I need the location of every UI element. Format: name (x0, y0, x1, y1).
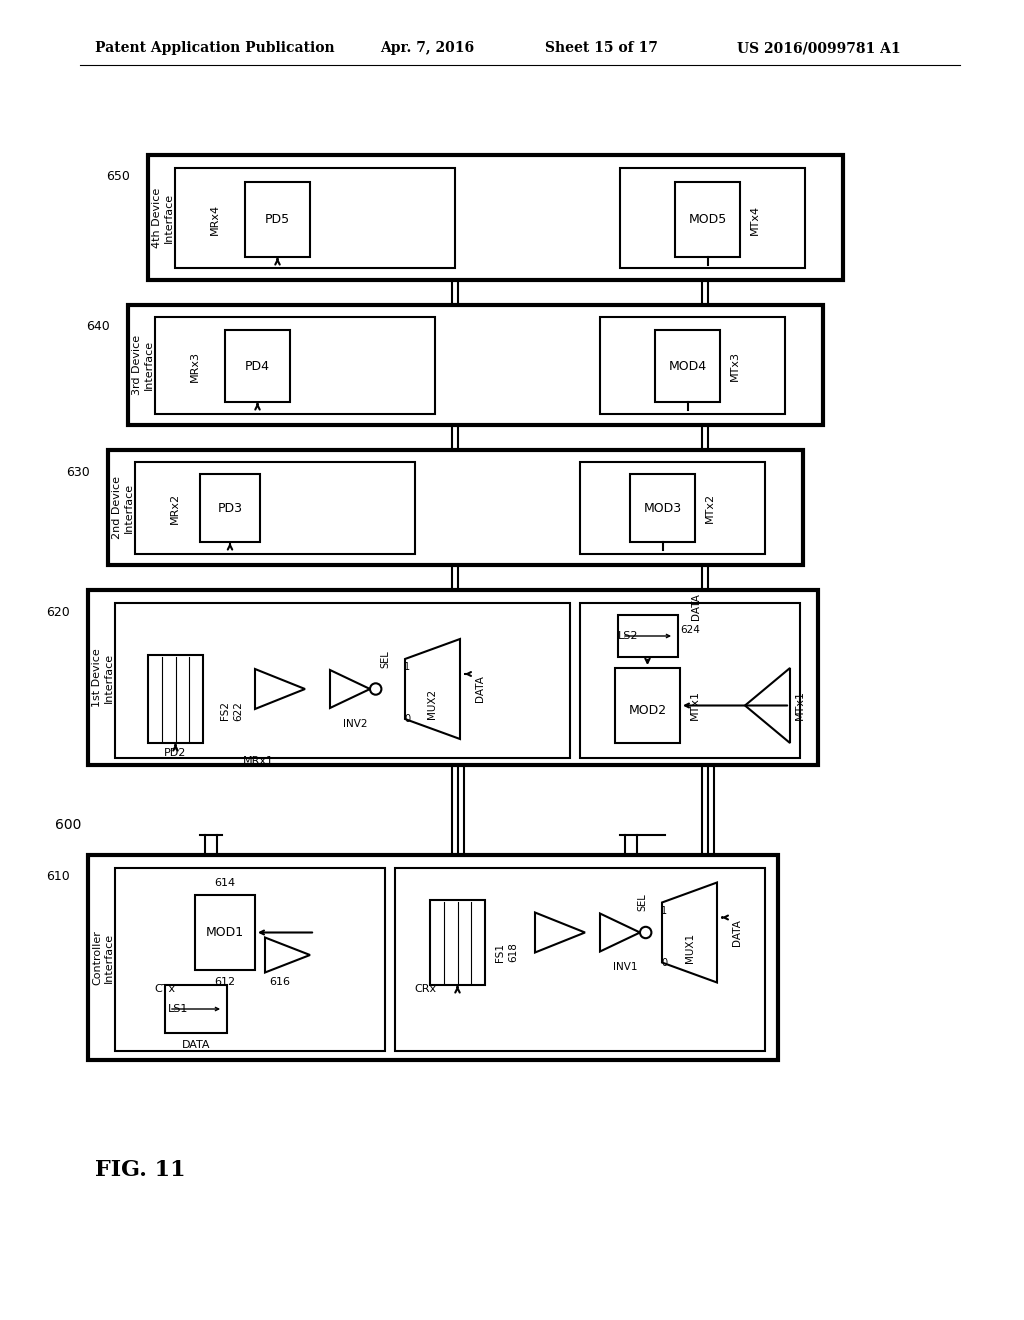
Text: FS2: FS2 (220, 701, 230, 721)
Text: DATA: DATA (181, 1040, 210, 1049)
Polygon shape (255, 669, 305, 709)
Bar (630, 474, 695, 543)
Bar (128, 305, 823, 425)
Bar (225, 330, 290, 403)
Text: Sheet 15 of 17: Sheet 15 of 17 (545, 41, 657, 55)
Circle shape (640, 927, 651, 939)
Text: MUX1: MUX1 (684, 932, 694, 962)
Text: INV1: INV1 (612, 962, 637, 973)
Text: MOD4: MOD4 (669, 359, 707, 372)
Text: 600: 600 (55, 818, 81, 832)
Text: LS1: LS1 (168, 1005, 188, 1014)
Text: PD5: PD5 (265, 213, 290, 226)
Text: PD3: PD3 (217, 502, 243, 515)
Bar (88, 590, 818, 766)
Text: 624: 624 (680, 624, 700, 635)
Text: CRx: CRx (414, 985, 436, 994)
Text: 2nd Device
Interface: 2nd Device Interface (113, 477, 134, 539)
Bar (430, 900, 485, 985)
Polygon shape (600, 913, 640, 952)
Text: 616: 616 (269, 977, 291, 987)
Polygon shape (406, 639, 460, 739)
Bar (165, 985, 227, 1034)
Bar (108, 450, 803, 565)
Polygon shape (745, 668, 790, 743)
Text: MRx3: MRx3 (190, 351, 200, 381)
Text: 614: 614 (214, 878, 236, 888)
Text: US 2016/0099781 A1: US 2016/0099781 A1 (737, 41, 901, 55)
Text: MTx3: MTx3 (730, 351, 740, 381)
Bar (200, 474, 260, 543)
Bar (148, 655, 203, 743)
Text: 0: 0 (403, 714, 410, 723)
Text: MRx2: MRx2 (170, 492, 180, 524)
Circle shape (370, 684, 381, 694)
Text: FIG. 11: FIG. 11 (95, 1159, 185, 1181)
Bar (88, 855, 778, 1060)
Bar (195, 895, 255, 970)
Bar (600, 317, 785, 414)
Text: 620: 620 (46, 606, 70, 619)
Bar (675, 182, 740, 257)
Polygon shape (535, 912, 585, 953)
Text: 622: 622 (233, 701, 243, 721)
Bar (175, 168, 455, 268)
Bar (620, 168, 805, 268)
Text: MTx1: MTx1 (690, 690, 700, 721)
Text: MOD5: MOD5 (688, 213, 727, 226)
Text: 630: 630 (67, 466, 90, 479)
Text: MTx1: MTx1 (795, 690, 805, 721)
Text: 612: 612 (214, 977, 236, 987)
Bar (148, 154, 843, 280)
Text: MUX2: MUX2 (427, 689, 437, 719)
Text: DATA: DATA (732, 919, 742, 946)
Bar (580, 603, 800, 758)
Bar (580, 462, 765, 554)
Text: SEL: SEL (380, 651, 390, 668)
Text: Controller
Interface: Controller Interface (92, 931, 114, 985)
Text: MOD1: MOD1 (206, 927, 244, 939)
Bar (115, 869, 385, 1051)
Text: 650: 650 (106, 170, 130, 183)
Text: 610: 610 (46, 870, 70, 883)
Text: DATA: DATA (691, 594, 701, 620)
Bar (155, 317, 435, 414)
Text: 0: 0 (660, 957, 667, 968)
Text: 1: 1 (660, 906, 667, 916)
Text: SEL: SEL (637, 894, 647, 911)
Text: 640: 640 (86, 321, 110, 334)
Text: MTx4: MTx4 (750, 205, 760, 235)
Polygon shape (330, 671, 370, 708)
Bar (245, 182, 310, 257)
Bar (618, 615, 678, 657)
Text: 1: 1 (403, 663, 410, 672)
Text: FS1: FS1 (495, 942, 505, 962)
Text: 1st Device
Interface: 1st Device Interface (92, 648, 114, 708)
Polygon shape (265, 937, 310, 973)
Bar (395, 869, 765, 1051)
Text: MRx1: MRx1 (243, 756, 273, 766)
Text: PD4: PD4 (245, 359, 270, 372)
Text: 3rd Device
Interface: 3rd Device Interface (132, 335, 154, 395)
Text: MTx2: MTx2 (705, 492, 715, 523)
Text: PD2: PD2 (164, 748, 186, 758)
Text: MOD2: MOD2 (629, 704, 667, 717)
Bar (115, 603, 570, 758)
Polygon shape (662, 883, 717, 982)
Bar (655, 330, 720, 403)
Text: Apr. 7, 2016: Apr. 7, 2016 (380, 41, 474, 55)
Text: MRx4: MRx4 (210, 203, 220, 235)
Text: CTx: CTx (155, 985, 175, 994)
Text: 4th Device
Interface: 4th Device Interface (153, 187, 174, 248)
Text: DATA: DATA (475, 676, 485, 702)
Text: INV2: INV2 (343, 719, 368, 729)
Text: LS2: LS2 (617, 631, 638, 642)
Bar (135, 462, 415, 554)
Text: 618: 618 (508, 942, 518, 962)
Text: Patent Application Publication: Patent Application Publication (95, 41, 335, 55)
Text: MOD3: MOD3 (643, 502, 682, 515)
Bar (615, 668, 680, 743)
